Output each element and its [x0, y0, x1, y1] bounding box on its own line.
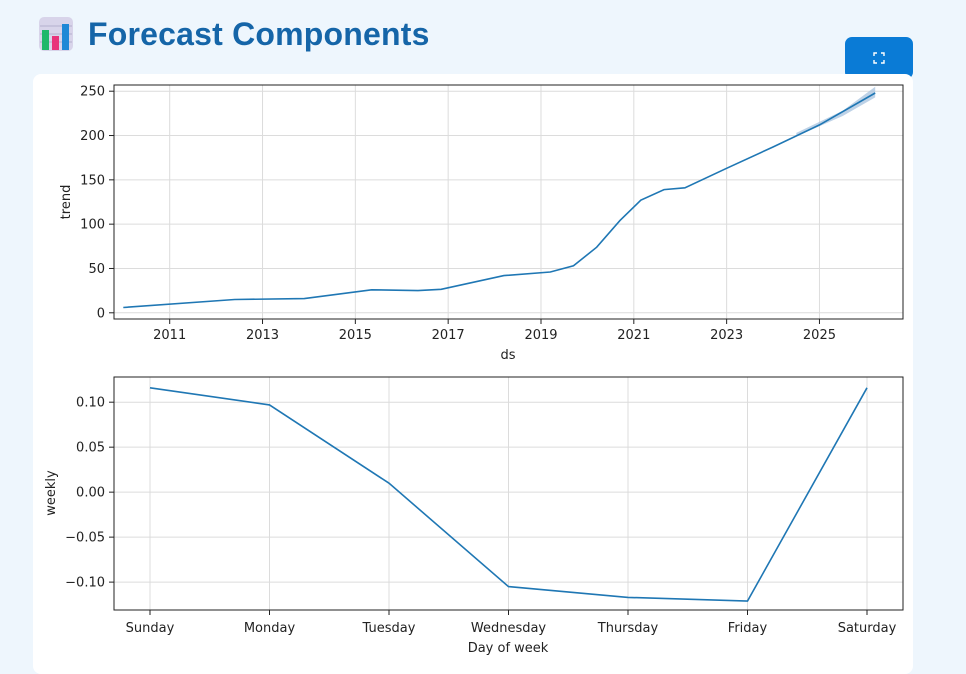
bar-chart-icon: [39, 17, 73, 51]
weekly-x-tick-label: Friday: [728, 621, 768, 636]
weekly-x-tick-label: Saturday: [838, 621, 897, 636]
weekly-line: [149, 387, 868, 602]
trend-axes-frame: [113, 84, 904, 320]
trend-y-ticks: 0 50 100 150 200 250: [80, 85, 114, 321]
expand-icon: [873, 52, 885, 64]
weekly-y-tick-label: 0.05: [76, 441, 105, 456]
weekly-y-ticks: 0.10 0.05 0.00 −0.05 −0.10: [65, 396, 114, 591]
trend-grid: [114, 85, 903, 319]
trend-y-tick-label: 200: [80, 129, 105, 144]
weekly-y-tick-label: 0.00: [76, 486, 105, 501]
weekly-y-tick-label: −0.10: [65, 576, 105, 591]
weekly-x-tick-label: Thursday: [597, 621, 659, 636]
trend-x-tick-label: 2011: [153, 328, 186, 343]
weekly-x-label: Day of week: [468, 641, 549, 656]
trend-x-label: ds: [500, 348, 515, 363]
trend-y-tick-label: 150: [80, 173, 105, 188]
weekly-x-tick-label: Monday: [244, 621, 296, 636]
weekly-grid: [114, 377, 903, 610]
weekly-x-tick-label: Sunday: [126, 621, 175, 636]
weekly-x-tick-label: Tuesday: [362, 621, 416, 636]
weekly-x-tick-label: Wednesday: [471, 621, 547, 636]
weekly-x-ticks: Sunday Monday Tuesday Wednesday Thursday Frid…: [126, 610, 897, 636]
chart-card: 2011 2013 2015 2017 2019 2021 2023 2025 0 50 100 1…: [33, 74, 913, 674]
components-chart: 2011 2013 2015 2017 2019 2021 2023 2025 0 50 100 1…: [44, 84, 904, 656]
weekly-panel: Sunday Monday Tuesday Wednesday Thursday Frid…: [44, 376, 904, 656]
trend-y-tick-label: 100: [80, 218, 105, 233]
trend-y-tick-label: 250: [80, 85, 105, 100]
weekly-y-tick-label: −0.05: [65, 531, 105, 546]
trend-y-tick-label: 50: [88, 262, 105, 277]
trend-x-tick-label: 2023: [710, 328, 743, 343]
page-header: Forecast Components: [38, 12, 430, 56]
weekly-y-label: weekly: [44, 470, 59, 516]
trend-panel: 2011 2013 2015 2017 2019 2021 2023 2025 0 50 100 1…: [59, 84, 904, 363]
trend-y-tick-label: 0: [97, 306, 105, 321]
trend-x-ticks: 2011 2013 2015 2017 2019 2021 2023 2025: [153, 319, 836, 343]
trend-x-tick-label: 2019: [524, 328, 557, 343]
trend-x-tick-label: 2017: [432, 328, 465, 343]
fullscreen-button[interactable]: [845, 37, 913, 79]
trend-uncertainty-band: [796, 86, 876, 137]
weekly-y-tick-label: 0.10: [76, 396, 105, 411]
trend-y-label: trend: [59, 185, 74, 220]
page-title: Forecast Components: [88, 15, 430, 52]
trend-x-tick-label: 2015: [339, 328, 372, 343]
trend-x-tick-label: 2021: [617, 328, 650, 343]
trend-x-tick-label: 2025: [803, 328, 836, 343]
trend-x-tick-label: 2013: [246, 328, 279, 343]
trend-line: [123, 92, 876, 309]
